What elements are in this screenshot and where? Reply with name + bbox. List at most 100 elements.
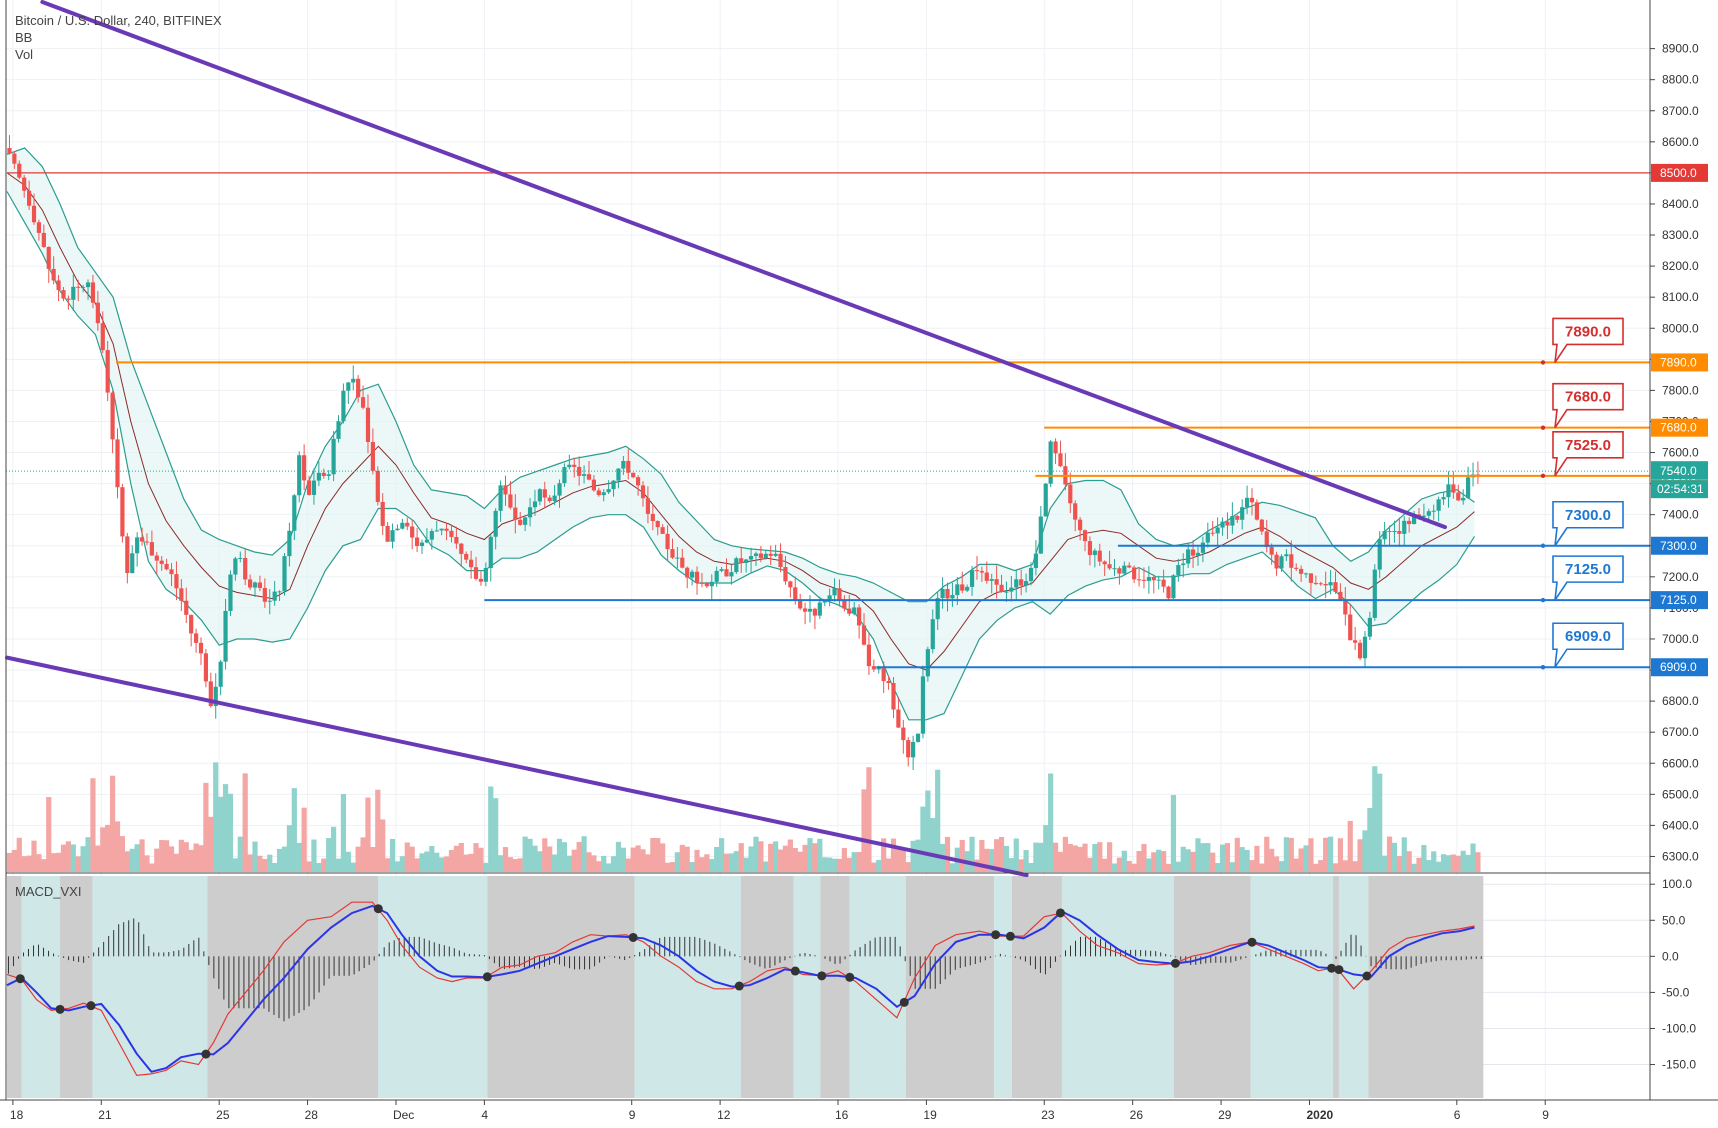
bear-candle (1117, 568, 1122, 574)
bull-candle (1156, 579, 1161, 581)
volume-bar (1347, 820, 1353, 872)
volume-bar (669, 862, 676, 872)
volume-bar (1460, 850, 1466, 872)
indicator-bb-label[interactable]: BB (15, 30, 33, 45)
bull-candle (341, 390, 346, 422)
bull-candle (1043, 483, 1048, 517)
volume-bar (895, 847, 901, 872)
volume-bar (468, 853, 474, 872)
volume-bar (1043, 825, 1049, 872)
volume-bar (542, 838, 548, 872)
bear-candle (802, 608, 808, 612)
bull-candle (1367, 617, 1372, 637)
price-tag-label: 7890.0 (1660, 355, 1697, 369)
bull-candle (621, 460, 626, 469)
macd-regime-band (60, 876, 93, 1098)
bull-candle (852, 607, 857, 614)
bear-candle (680, 557, 685, 568)
volume-bar (787, 839, 793, 872)
bear-candle (586, 474, 592, 480)
time-tick-label: 9 (1542, 1108, 1549, 1122)
volume-bar (85, 837, 91, 872)
volume-bar (876, 859, 882, 872)
callout-7525.0: 7525.0 (1540, 431, 1624, 479)
bull-candle (1284, 554, 1289, 557)
volume-bar (119, 836, 126, 872)
bear-candle (999, 584, 1004, 592)
bear-candle (1264, 531, 1269, 548)
volume-bar (979, 839, 985, 872)
volume-bar (198, 845, 204, 872)
bear-candle (203, 653, 209, 682)
volume-bar (881, 838, 887, 872)
price-tag-label: 8500.0 (1660, 166, 1697, 180)
volume-bar (409, 846, 415, 872)
macd-cross-dot (86, 1001, 96, 1011)
bull-candle (1377, 539, 1382, 570)
volume-bar (1229, 862, 1235, 872)
volume-bar (1052, 842, 1059, 872)
macd-regime-band (92, 876, 208, 1098)
volume-bar (257, 855, 263, 872)
volume-bar (1013, 838, 1019, 872)
macd-cross-dot (1005, 931, 1015, 941)
bear-candle (704, 582, 709, 587)
volume-bar (208, 816, 214, 872)
bear-candle (665, 533, 670, 550)
volume-bar (439, 857, 445, 872)
macd-regime-band (487, 876, 635, 1098)
bear-candle (61, 290, 66, 299)
bull-candle (581, 474, 587, 476)
price-tick-label: 7000.0 (1662, 632, 1699, 646)
bear-candle (901, 727, 906, 741)
volume-bar (827, 857, 833, 872)
bull-candle (532, 501, 538, 508)
bull-candle (213, 686, 218, 707)
volume-bar (591, 855, 597, 872)
bear-candle (758, 553, 763, 559)
level-callouts: 7890.0 7680.0 7525.0 7300.0 7125.0 6909.0 (1540, 317, 1624, 670)
bear-candle (120, 487, 125, 537)
volume-bar (105, 824, 111, 872)
volume-bar (365, 797, 371, 872)
bear-candle (321, 472, 326, 476)
bear-candle (906, 740, 911, 758)
volume-bar (1106, 842, 1113, 872)
volume-bar (311, 839, 317, 872)
bear-candle (257, 582, 263, 588)
bull-candle (876, 668, 881, 670)
volume-bar (650, 837, 656, 872)
macd-cross-dot (628, 932, 638, 942)
macd-main-line (6, 904, 1475, 1073)
indicator-vol-label[interactable]: Vol (15, 47, 34, 62)
bull-candle (326, 474, 331, 476)
bull-candle (1033, 553, 1039, 568)
callout-7300.0: 7300.0 (1540, 500, 1624, 548)
volume-bar (1455, 855, 1461, 872)
time-axis-bg (0, 1100, 1718, 1128)
bull-candle (1402, 520, 1407, 534)
volume-bar (100, 827, 106, 872)
macd-regime-band (207, 876, 379, 1098)
bull-candle (238, 557, 243, 559)
volume-bar (483, 862, 489, 872)
bear-candle (857, 607, 862, 626)
bull-candle (218, 661, 223, 687)
bear-candle (1068, 484, 1073, 504)
time-tick-label: 29 (1218, 1108, 1232, 1122)
bull-candle (1195, 552, 1201, 556)
symbol-title[interactable]: Bitcoin / U.S. Dollar, 240, BITFINEX (15, 13, 222, 28)
macd-title[interactable]: MACD_VXI (15, 884, 82, 899)
bear-candle (1357, 642, 1363, 659)
volume-bar (296, 842, 302, 872)
macd-panel (6, 901, 1475, 1077)
volume-bar (1136, 851, 1142, 872)
bull-candle (439, 528, 444, 531)
volume-bar (1151, 852, 1157, 872)
volume-bar (389, 838, 396, 872)
volume-bar (26, 855, 32, 872)
volume-bar (488, 786, 494, 872)
bull-candle (807, 608, 813, 612)
bull-candle (1240, 507, 1245, 520)
